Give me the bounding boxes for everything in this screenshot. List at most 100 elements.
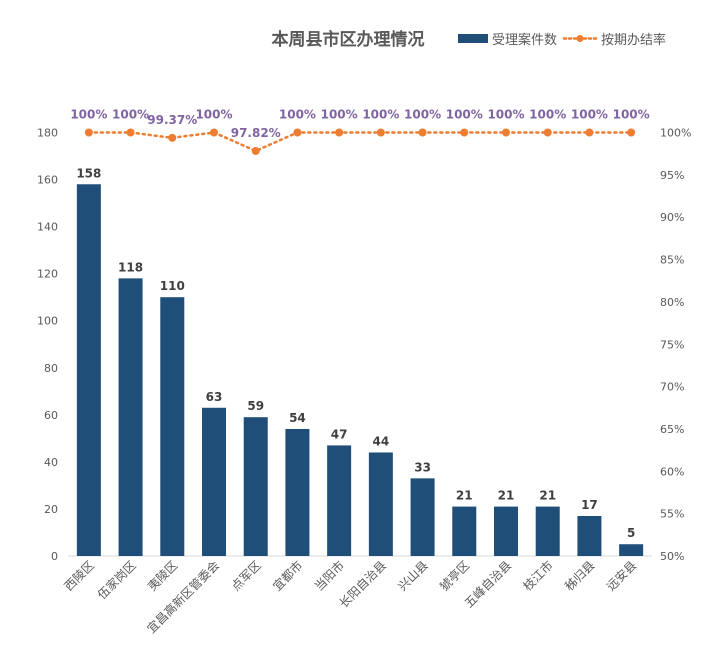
rate-point — [84, 128, 93, 137]
rate-value-label: 100% — [613, 108, 650, 122]
bar — [202, 407, 226, 556]
bar — [118, 278, 143, 556]
right-tick-label: 55% — [660, 508, 684, 521]
rate-point — [210, 128, 218, 137]
rate-point — [168, 133, 177, 142]
legend: 受理案件数 按期办结率 — [458, 32, 666, 48]
left-tick-label: 100 — [37, 315, 58, 328]
bar — [368, 452, 393, 556]
bar-value-label: 44 — [373, 434, 390, 448]
chart-title: 本周县市区办理情况 — [272, 29, 425, 50]
bar-value-label: 21 — [539, 489, 556, 503]
rate-point — [126, 128, 135, 137]
rate-value-label: 100% — [571, 108, 608, 122]
rate-value-label: 100% — [279, 108, 316, 122]
bar-value-label: 54 — [289, 411, 306, 425]
legend-swatch-marker — [576, 35, 584, 42]
rate-point — [502, 128, 510, 137]
rate-value-label: 100% — [195, 108, 232, 122]
rate-point — [627, 128, 636, 137]
rate-value-label: 100% — [112, 108, 149, 122]
bar-value-label: 21 — [498, 489, 515, 503]
rate-value-label: 100% — [70, 108, 107, 122]
right-tick-label: 60% — [660, 465, 684, 478]
left-tick-label: 60 — [44, 409, 58, 422]
category-label: 宜昌高新区管委会 — [144, 558, 222, 636]
legend-swatch-bar — [458, 34, 488, 43]
rate-point — [543, 128, 552, 137]
rate-point — [418, 128, 427, 137]
rate-point — [460, 128, 469, 137]
rate-point — [251, 146, 260, 155]
left-tick-label: 40 — [44, 456, 58, 469]
right-axis: 50% 55% 60% 65% 70% 75% 80% 85% 90% 95% 100% — [660, 127, 691, 564]
rate-value-label: 97.82% — [231, 126, 281, 140]
left-tick-label: 160 — [37, 174, 58, 187]
bar — [577, 516, 602, 556]
bar-value-label: 21 — [456, 489, 473, 503]
rate-value-label: 100% — [529, 108, 566, 122]
rate-value-label: 100% — [487, 108, 524, 122]
bar — [410, 478, 435, 556]
rate-series-line — [87, 131, 633, 153]
bar-value-label: 5 — [627, 526, 635, 540]
right-tick-label: 70% — [660, 381, 684, 394]
rate-point — [293, 128, 302, 137]
right-tick-label: 85% — [660, 254, 684, 267]
bar — [452, 506, 477, 556]
bar — [160, 297, 185, 556]
category-label: 兴山县 — [395, 558, 430, 593]
bar-value-label: 110 — [160, 279, 185, 293]
bar — [494, 506, 518, 556]
bar-value-label: 33 — [414, 460, 431, 474]
left-tick-label: 120 — [37, 268, 58, 281]
bar-value-label: 118 — [118, 260, 143, 274]
right-tick-label: 95% — [660, 169, 684, 182]
right-tick-label: 65% — [660, 423, 684, 436]
rate-point — [335, 128, 344, 137]
category-label: 伍家岗区 — [94, 558, 139, 603]
right-tick-label: 50% — [660, 550, 684, 563]
right-tick-label: 90% — [660, 211, 684, 224]
category-label: 枝江市 — [520, 558, 556, 594]
left-tick-label: 140 — [37, 221, 58, 234]
rate-point — [376, 128, 385, 137]
left-tick-label: 180 — [37, 127, 58, 140]
left-tick-label: 0 — [51, 550, 58, 563]
bar — [285, 428, 310, 556]
bars — [76, 184, 644, 556]
right-tick-label: 80% — [660, 296, 684, 309]
bar-value-label: 63 — [206, 390, 223, 404]
right-tick-label: 75% — [660, 338, 684, 351]
left-tick-label: 20 — [44, 503, 58, 516]
left-axis: 0 20 40 60 80 100 120 140 160 180 — [37, 127, 58, 564]
rate-value-label: 100% — [362, 108, 399, 122]
category-label: 宜都市 — [269, 558, 305, 594]
rate-value-label: 100% — [446, 108, 483, 122]
rate-value-label: 100% — [321, 108, 358, 122]
category-label: 秭归县 — [562, 558, 597, 593]
bar — [76, 184, 101, 556]
left-tick-label: 80 — [44, 362, 58, 375]
bar — [619, 544, 644, 556]
category-label: 点军区 — [228, 558, 263, 593]
legend-label-bar: 受理案件数 — [492, 33, 557, 48]
bar-value-label: 47 — [331, 427, 348, 441]
rate-point — [585, 128, 594, 137]
bar-value-label: 158 — [76, 166, 101, 180]
category-label: 夷陵区 — [144, 558, 180, 594]
rate-value-label: 99.37% — [147, 113, 197, 127]
right-tick-label: 100% — [660, 127, 691, 140]
rate-value-label: 100% — [404, 108, 441, 122]
bar — [535, 506, 560, 556]
bar — [243, 417, 268, 556]
bar-value-label: 17 — [581, 498, 598, 512]
category-label: 远安县 — [603, 558, 639, 594]
category-label: 当阳市 — [311, 558, 347, 594]
bar-value-label: 59 — [247, 399, 264, 413]
legend-label-line: 按期办结率 — [601, 32, 666, 48]
category-label: 猇亭区 — [436, 558, 472, 594]
bar-labels: 158 118 110 63 59 54 47 44 33 21 21 21 17 5 — [76, 166, 635, 540]
